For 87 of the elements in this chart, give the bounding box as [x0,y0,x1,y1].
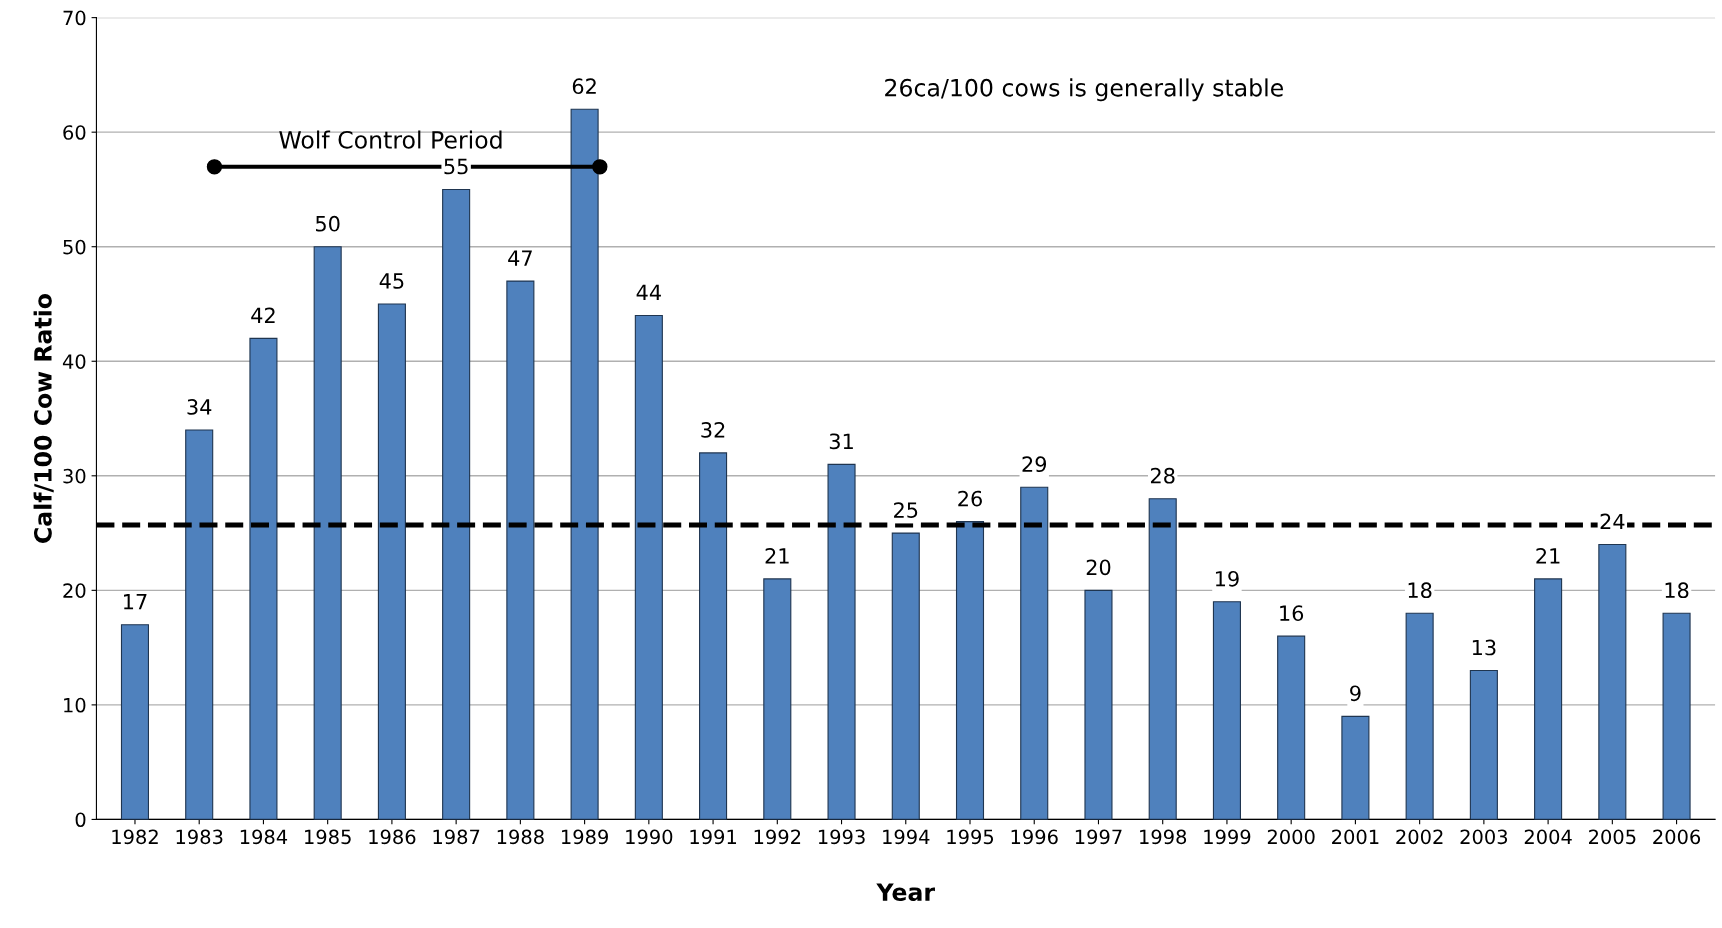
x-tick-label: 1994 [883,829,930,845]
x-tick-label: 2004 [1524,829,1572,845]
annotation: 26ca/100 cows is generally stable [885,78,1283,102]
data-label: 25 [894,502,918,518]
data-label: 9 [1350,685,1361,702]
bar [699,452,728,820]
y-tick-label: 0 [75,812,86,828]
bar [249,337,278,820]
data-label: 50 [316,215,340,232]
bar [506,280,535,820]
data-label: 13 [1472,639,1496,656]
data-label: 26 [958,490,982,507]
y-tick-label: 30 [63,468,86,484]
x-tick-label: 1998 [1140,829,1187,845]
bar [1212,601,1241,820]
bar [827,463,856,820]
x-tick-label: 1997 [1075,829,1122,845]
x-tick-label: 1987 [433,829,480,845]
x-tick-label: 1995 [947,829,994,845]
x-tick-label: 2006 [1653,829,1701,845]
bar [1341,715,1370,820]
x-tick-label: 2001 [1332,829,1379,845]
bar [1469,669,1498,820]
bar [1277,635,1306,820]
bar [955,521,985,820]
data-label: 44 [636,284,661,300]
data-label: 55 [444,158,468,175]
bar [1084,589,1113,820]
x-tick-label: 2000 [1267,829,1315,845]
bar [1598,543,1627,820]
x-tick-label: 1999 [1204,829,1251,845]
x-tick-label: 1985 [305,829,351,845]
x-tick-label: 1990 [626,829,673,845]
x-tick-label: 1984 [240,829,288,845]
bar [1405,612,1434,820]
x-tick-label: 1989 [562,829,608,845]
y-tick-label: 40 [62,354,86,369]
y-axis-title: Calf/100 Cow Ratio [33,294,54,543]
x-tick-label: 1992 [754,829,801,845]
y-tick-label: 50 [63,239,86,255]
y-tick-label: 70 [63,10,86,26]
bar [120,624,150,820]
data-label: 31 [829,433,853,450]
bar [313,246,342,820]
y-tick-label: 10 [64,697,86,713]
bar [763,578,792,820]
data-label: 34 [187,399,212,415]
data-label: 18 [1665,582,1689,599]
x-tick-label: 1996 [1011,829,1058,845]
data-label: 20 [1086,559,1111,576]
annotation: Wolf Control Period [279,130,502,149]
x-tick-label: 1988 [497,829,544,845]
data-label: 21 [765,547,789,564]
data-label: 62 [572,78,596,95]
data-label: 21 [1536,547,1560,564]
bar [185,429,214,820]
bar [1148,498,1177,820]
data-label: 16 [1280,605,1304,622]
x-tick-label: 1983 [176,829,223,845]
bar [1662,612,1691,820]
bar [634,314,663,820]
bar [1020,486,1049,820]
bar [891,532,920,820]
data-label: 45 [379,273,404,289]
data-label: 17 [124,594,147,610]
x-tick-label: 1991 [690,829,737,845]
data-label: 42 [251,307,275,323]
bar [570,108,599,820]
x-axis-title: Year [876,883,935,901]
x-tick-label: 1993 [818,829,865,845]
data-label: 18 [1408,582,1432,599]
data-label: 24 [1600,513,1625,530]
bar [442,188,471,820]
data-label: 29 [1022,456,1047,473]
x-tick-label: 2005 [1589,829,1636,845]
data-label: 32 [701,421,725,438]
x-tick-label: 2003 [1460,829,1508,845]
y-tick-label: 20 [63,583,86,598]
bar [1534,578,1563,820]
data-label: 19 [1215,570,1239,587]
x-tick-label: 1982 [112,829,158,845]
x-tick-label: 1986 [369,829,416,845]
bar [377,303,406,820]
data-label: 28 [1150,467,1175,484]
data-label: 47 [508,250,532,266]
x-tick-label: 2002 [1396,829,1443,845]
y-tick-label: 60 [63,125,86,140]
